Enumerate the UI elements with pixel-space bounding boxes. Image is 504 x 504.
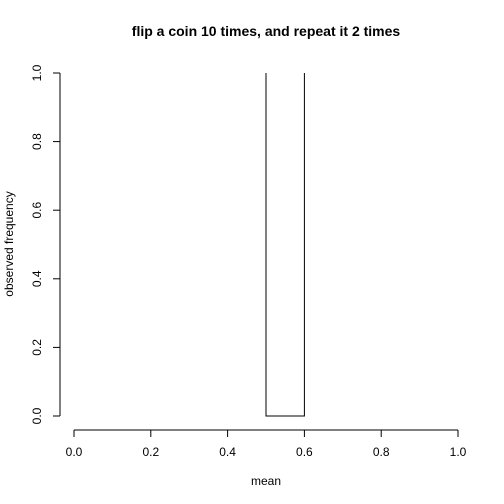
chart-title: flip a coin 10 times, and repeat it 2 ti… xyxy=(132,23,401,39)
y-tick-label: 0.2 xyxy=(30,339,44,356)
y-tick-label: 0.6 xyxy=(30,202,44,219)
x-tick-label: 0.8 xyxy=(373,445,390,459)
x-tick-label: 0.6 xyxy=(296,445,313,459)
x-tick-label: 0.4 xyxy=(219,445,236,459)
x-tick-label: 0.0 xyxy=(66,445,83,459)
x-axis-label: mean xyxy=(251,474,281,488)
x-tick-label: 0.2 xyxy=(142,445,159,459)
y-tick-label: 0.0 xyxy=(30,407,44,424)
y-axis-label: observed frequency xyxy=(2,191,16,296)
x-axis: 0.0 0.2 0.4 0.6 0.8 1.0 xyxy=(66,429,467,459)
y-axis: 0.0 0.2 0.4 0.6 0.8 1.0 xyxy=(30,64,61,424)
y-tick-label: 0.4 xyxy=(30,270,44,287)
y-tick-label: 1.0 xyxy=(30,64,44,81)
series-layer xyxy=(265,73,305,417)
x-tick-label: 1.0 xyxy=(450,445,467,459)
y-tick-label: 0.8 xyxy=(30,133,44,150)
series-line-0 xyxy=(265,73,305,417)
